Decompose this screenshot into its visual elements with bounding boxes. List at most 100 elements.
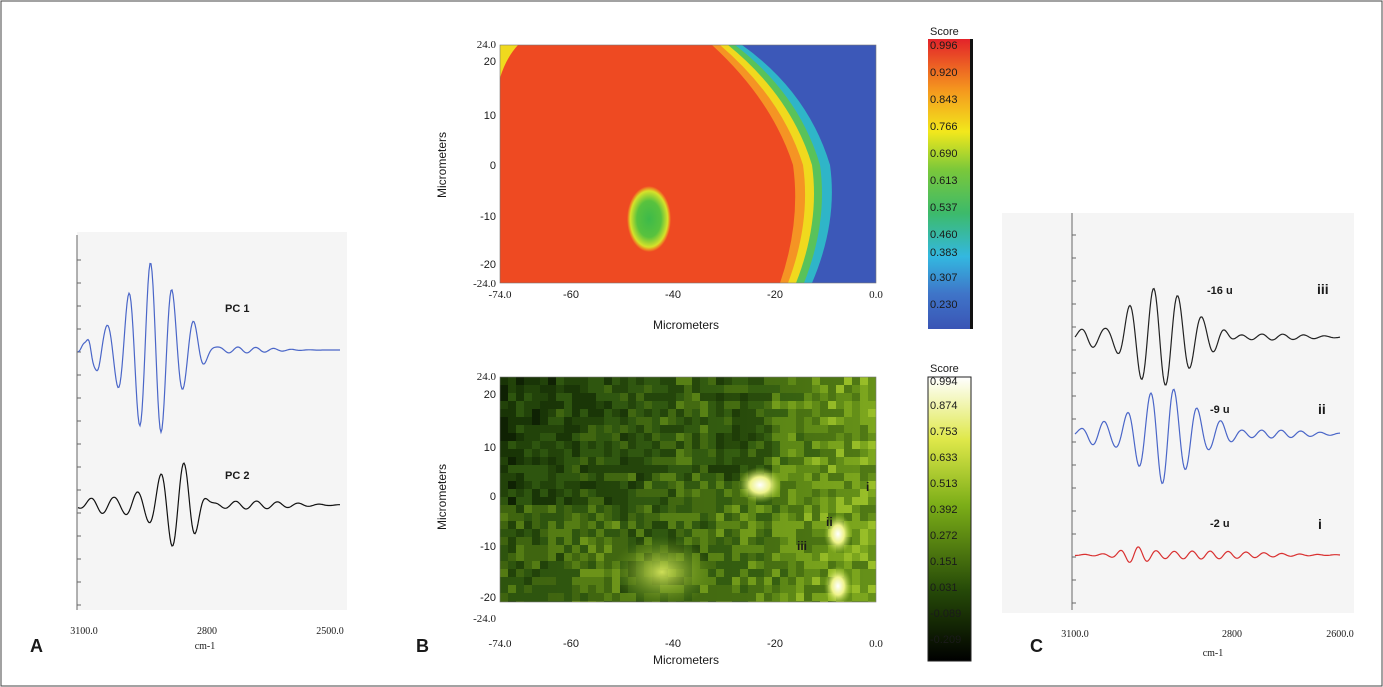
top-y-axis-label: Micrometers	[435, 132, 449, 198]
map-pixel	[564, 601, 572, 602]
map-pixel	[700, 601, 708, 602]
map-pixel	[612, 425, 620, 433]
map-pixel	[828, 425, 836, 433]
map-pixel	[836, 505, 844, 513]
map-pixel	[596, 553, 604, 561]
map-pixel	[852, 585, 860, 593]
map-pixel	[724, 417, 732, 425]
map-pixel	[628, 393, 636, 401]
map-pixel	[692, 385, 700, 393]
map-pixel	[852, 505, 860, 513]
map-pixel	[748, 505, 756, 513]
map-pixel	[556, 521, 564, 529]
map-pixel	[564, 377, 572, 385]
map-pixel	[508, 473, 516, 481]
map-pixel	[756, 513, 764, 521]
map-pixel	[804, 401, 812, 409]
map-pixel	[724, 385, 732, 393]
bottom-colorbar-value: 0.392	[930, 504, 958, 516]
map-pixel	[756, 401, 764, 409]
map-pixel	[516, 417, 524, 425]
map-pixel	[772, 585, 780, 593]
map-pixel	[668, 521, 676, 529]
map-pixel	[676, 457, 684, 465]
map-pixel	[740, 553, 748, 561]
map-pixel	[852, 553, 860, 561]
map-pixel	[796, 377, 804, 385]
map-pixel	[588, 377, 596, 385]
map-pixel	[508, 401, 516, 409]
map-pixel	[820, 577, 828, 585]
map-pixel	[740, 513, 748, 521]
map-pixel	[548, 385, 556, 393]
map-pixel	[612, 521, 620, 529]
map-pixel	[820, 553, 828, 561]
map-pixel	[788, 537, 796, 545]
map-pixel	[580, 489, 588, 497]
bottom-map-pixels	[500, 377, 876, 602]
bottom-y-tick-0: 0	[490, 491, 496, 503]
map-pixel	[604, 585, 612, 593]
map-pixel	[676, 529, 684, 537]
map-pixel	[564, 481, 572, 489]
map-pixel	[788, 545, 796, 553]
map-pixel	[548, 425, 556, 433]
map-pixel	[700, 457, 708, 465]
map-pixel	[716, 505, 724, 513]
top-colorbar-value: 0.460	[930, 229, 958, 241]
map-pixel	[596, 401, 604, 409]
map-pixel	[844, 601, 852, 602]
depth-label-minus2: -2 u	[1210, 518, 1230, 530]
map-pixel	[756, 409, 764, 417]
map-pixel	[540, 417, 548, 425]
map-pixel	[508, 377, 516, 385]
map-pixel	[628, 601, 636, 602]
map-pixel	[732, 577, 740, 585]
map-pixel	[572, 457, 580, 465]
map-pixel	[540, 449, 548, 457]
map-pixel	[860, 593, 868, 601]
map-pixel	[644, 393, 652, 401]
map-pixel	[676, 481, 684, 489]
map-pixel	[628, 441, 636, 449]
map-pixel	[508, 481, 516, 489]
bottom-map-glow-ii	[824, 514, 852, 554]
map-pixel	[532, 417, 540, 425]
map-pixel	[668, 425, 676, 433]
map-pixel	[812, 401, 820, 409]
map-pixel	[580, 441, 588, 449]
map-pixel	[804, 417, 812, 425]
map-pixel	[820, 465, 828, 473]
map-pixel	[764, 521, 772, 529]
top-colorbar-value: 0.613	[930, 175, 958, 187]
map-pixel	[812, 481, 820, 489]
bottom-x-tick-minus60: -60	[563, 638, 579, 650]
map-pixel	[660, 409, 668, 417]
map-pixel	[844, 433, 852, 441]
map-pixel	[700, 401, 708, 409]
map-pixel	[564, 425, 572, 433]
map-pixel	[588, 417, 596, 425]
map-pixel	[564, 417, 572, 425]
map-pixel	[844, 425, 852, 433]
map-pixel	[820, 489, 828, 497]
map-pixel	[524, 505, 532, 513]
map-pixel	[796, 449, 804, 457]
map-pixel	[780, 393, 788, 401]
map-pixel	[556, 601, 564, 602]
map-pixel	[868, 497, 876, 505]
map-pixel	[788, 601, 796, 602]
map-pixel	[580, 569, 588, 577]
map-pixel	[556, 577, 564, 585]
map-pixel	[612, 457, 620, 465]
map-pixel	[540, 465, 548, 473]
map-pixel	[692, 489, 700, 497]
map-pixel	[740, 505, 748, 513]
top-x-tick-minus20: -20	[767, 289, 783, 301]
map-pixel	[692, 441, 700, 449]
map-pixel	[764, 577, 772, 585]
map-pixel	[812, 489, 820, 497]
map-pixel	[524, 377, 532, 385]
map-pixel	[660, 521, 668, 529]
map-pixel	[516, 441, 524, 449]
